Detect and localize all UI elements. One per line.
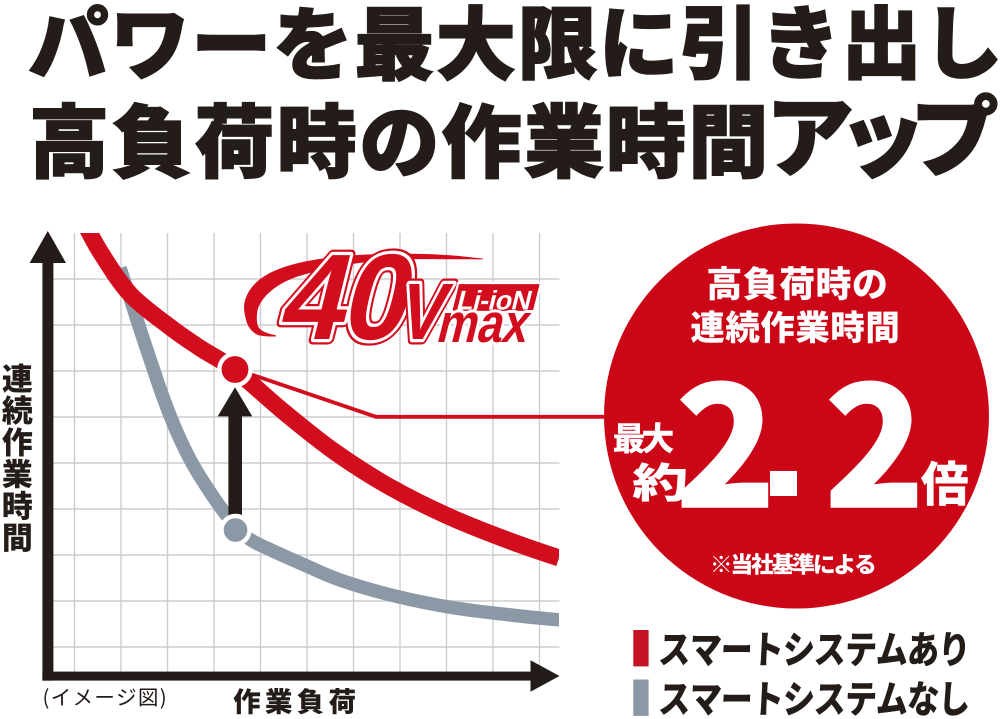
svg-text:max: max [432,293,538,354]
svg-text:max: max [432,293,538,354]
svg-text:Li-ioN: Li-ioN [454,285,535,316]
